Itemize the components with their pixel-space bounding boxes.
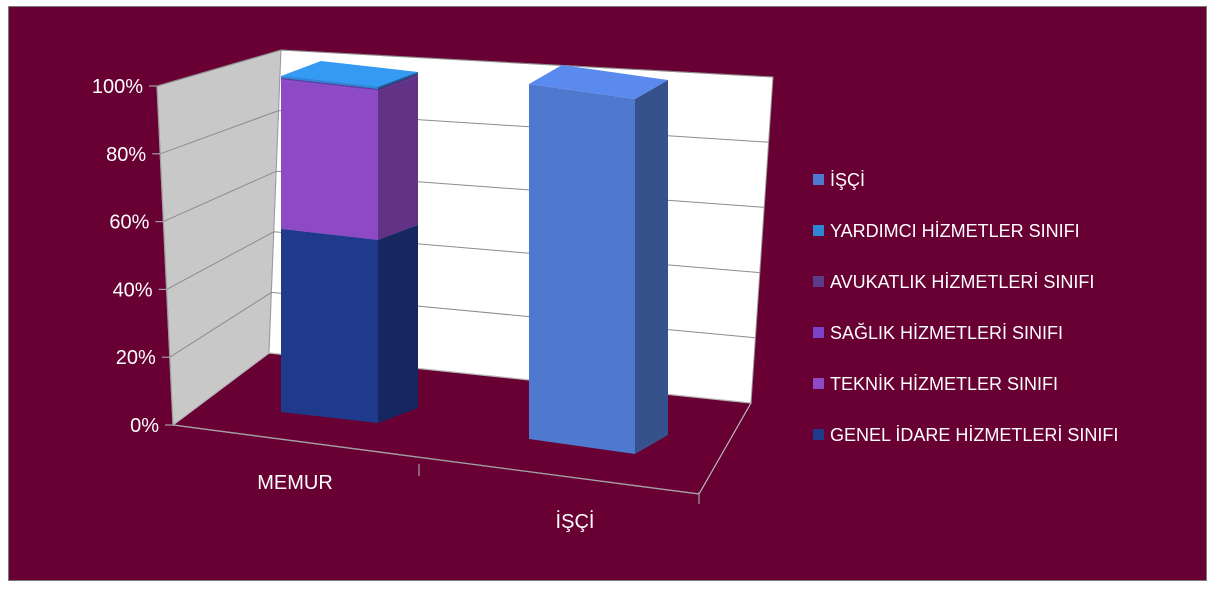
legend-item: TEKNİK HİZMETLER SINIFI xyxy=(813,374,1058,394)
legend-item: AVUKATLIK HİZMETLERİ SINIFI xyxy=(813,272,1094,292)
bar-top xyxy=(529,65,668,99)
x-axis-line xyxy=(172,424,700,495)
legend-label: AVUKATLIK HİZMETLERİ SINIFI xyxy=(830,272,1094,292)
bar-front xyxy=(281,76,378,89)
legend-swatch xyxy=(813,429,824,440)
bar-front xyxy=(281,78,378,90)
x-tick-labels: MEMUR İŞÇİ xyxy=(257,472,594,533)
legend-swatch xyxy=(813,276,824,287)
bars xyxy=(281,61,668,454)
y-tick-labels: 0% 20% 40% 60% 80% 100% xyxy=(92,76,159,437)
legend: İŞÇİ YARDIMCI HİZMETLER SINIFI AVUKATLIK H… xyxy=(813,170,1118,445)
y-axis-line xyxy=(156,85,174,426)
bar-side xyxy=(378,224,418,423)
legend-label: İŞÇİ xyxy=(830,170,865,190)
bar-front xyxy=(281,79,378,91)
bar-front xyxy=(281,228,378,423)
bar-top xyxy=(281,61,418,87)
y-tick-label: 80% xyxy=(106,144,146,166)
legend-item: SAĞLIK HİZMETLERİ SINIFI xyxy=(813,322,1063,343)
legend-swatch xyxy=(813,225,824,236)
bar-side xyxy=(378,76,418,240)
legend-label: SAĞLIK HİZMETLERİ SINIFI xyxy=(830,322,1063,343)
legend-item: İŞÇİ xyxy=(813,170,865,190)
bar-side xyxy=(378,72,418,89)
bar-side xyxy=(635,80,668,454)
y-tick-label: 20% xyxy=(116,347,156,369)
y-tick-label: 100% xyxy=(92,76,143,98)
chart-svg: 0% 20% 40% 60% 80% 100% MEMUR İŞÇİ İŞÇİ YARDIMC… xyxy=(92,49,1118,533)
legend-item: GENEL İDARE HİZMETLERİ SINIFI xyxy=(813,425,1118,445)
legend-swatch xyxy=(813,378,824,389)
legend-swatch xyxy=(813,327,824,338)
grid-line xyxy=(156,49,774,87)
bar-segment xyxy=(281,213,418,423)
chart-area: 0% 20% 40% 60% 80% 100% MEMUR İŞÇİ İŞÇİ YARDIMC… xyxy=(8,6,1207,581)
x-tick-label: İŞÇİ xyxy=(556,510,595,533)
bar-front xyxy=(281,80,378,240)
legend-item: YARDIMCI HİZMETLER SINIFI xyxy=(813,221,1080,241)
chart-walls xyxy=(156,49,774,495)
bar-side xyxy=(378,74,418,90)
y-tick-label: 40% xyxy=(113,279,153,301)
bar-segment xyxy=(281,65,418,240)
bar-segment xyxy=(529,65,668,454)
legend-label: TEKNİK HİZMETLER SINIFI xyxy=(830,374,1058,394)
legend-label: YARDIMCI HİZMETLER SINIFI xyxy=(830,221,1080,241)
legend-swatch xyxy=(813,174,824,185)
bar-front xyxy=(529,84,635,454)
bar-side xyxy=(378,75,418,91)
legend-label: GENEL İDARE HİZMETLERİ SINIFI xyxy=(830,425,1118,445)
x-tick-label: MEMUR xyxy=(257,472,333,494)
axes xyxy=(149,85,700,504)
y-tick-label: 60% xyxy=(109,212,149,234)
bar-segment xyxy=(281,61,418,89)
y-tick-label: 0% xyxy=(130,415,159,437)
